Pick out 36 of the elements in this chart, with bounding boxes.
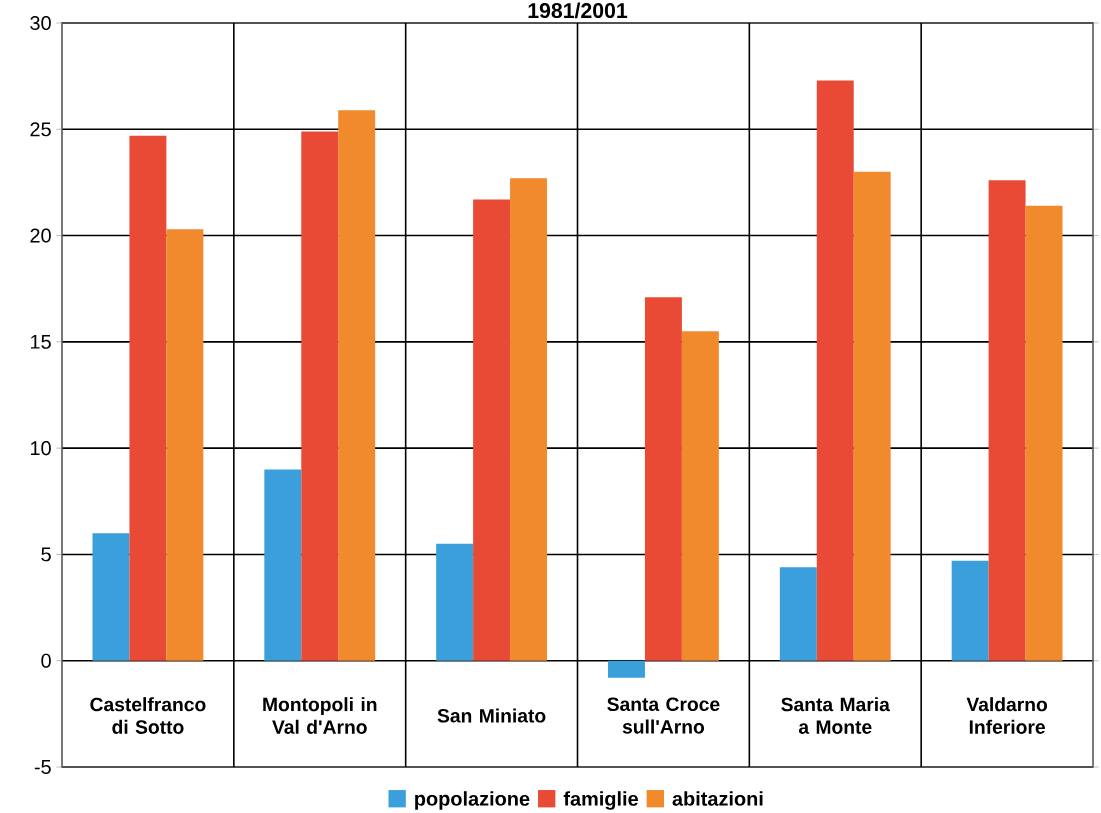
- bar: [779, 567, 817, 661]
- bar: [338, 110, 376, 661]
- bar: [951, 560, 989, 661]
- bar: [264, 469, 302, 661]
- y-tick-label: 25: [30, 122, 51, 137]
- y-tick-label: 5: [41, 547, 51, 562]
- y-tick-label: 15: [30, 334, 51, 349]
- legend-label: famiglie: [563, 791, 638, 810]
- chart-title: 1981/2001: [528, 2, 628, 19]
- bar: [988, 180, 1026, 661]
- x-tick-label: Castelfranco di Sotto: [90, 697, 206, 734]
- bar: [436, 543, 474, 661]
- legend-label: abitazioni: [672, 791, 763, 806]
- bar: [92, 533, 130, 661]
- x-tick-label: San Miniato: [437, 708, 546, 723]
- bar: [681, 331, 719, 661]
- y-tick-label: 20: [30, 228, 51, 243]
- x-tick-label: Valdarno Inferiore: [966, 697, 1048, 734]
- bar: [608, 660, 645, 678]
- x-tick-label: Montopoli in Val d'Arno: [263, 697, 377, 734]
- bar: [301, 131, 339, 661]
- bar: [1025, 205, 1063, 661]
- x-tick-label: Santa Maria a Monte: [781, 697, 890, 734]
- y-tick-label: 10: [30, 441, 51, 456]
- bar: [166, 229, 204, 661]
- y-tick-label: 0: [41, 653, 51, 668]
- y-tick-label: -5: [34, 760, 51, 774]
- y-tick-label: 30: [30, 15, 51, 31]
- bar: [853, 171, 891, 661]
- x-tick-label: Santa Croce sull'Arno: [607, 697, 720, 734]
- bar: [644, 297, 682, 661]
- bar: [816, 80, 854, 661]
- bar: [510, 178, 548, 661]
- bar: [129, 135, 167, 661]
- legend-label: popolazione: [415, 791, 530, 810]
- bar: [473, 199, 511, 661]
